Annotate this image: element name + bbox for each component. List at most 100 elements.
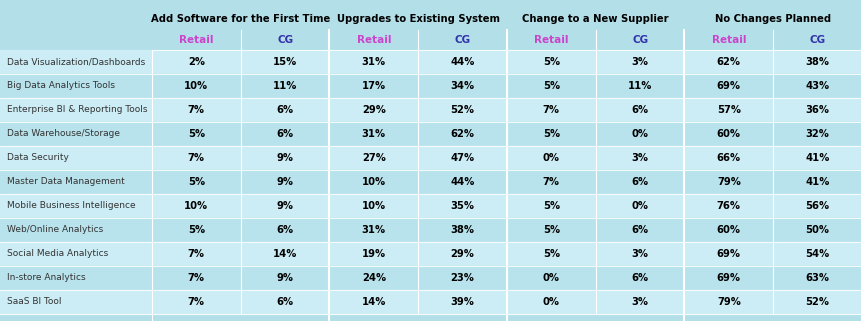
Text: 44%: 44% [450,57,474,67]
Text: Big Data Analytics Tools: Big Data Analytics Tools [7,82,115,91]
Text: CG: CG [276,35,293,45]
Text: 38%: 38% [450,225,474,235]
Text: 62%: 62% [450,129,474,139]
Text: 7%: 7% [188,105,205,115]
Text: No Changes Planned: No Changes Planned [715,14,830,24]
Text: 0%: 0% [542,153,560,163]
Text: In-store Analytics: In-store Analytics [7,273,85,282]
Text: 63%: 63% [805,273,828,283]
Text: 0%: 0% [542,297,560,307]
Text: 9%: 9% [276,201,294,211]
Text: 3%: 3% [631,153,647,163]
Text: 50%: 50% [805,225,828,235]
Text: 79%: 79% [716,177,740,187]
Text: 10%: 10% [362,201,386,211]
Text: 5%: 5% [542,81,560,91]
Bar [0,146,861,170]
Text: 27%: 27% [362,153,386,163]
Text: 7%: 7% [188,249,205,259]
Text: 69%: 69% [716,81,740,91]
Text: 69%: 69% [716,273,740,283]
Text: 7%: 7% [188,297,205,307]
Text: Web/Online Analytics: Web/Online Analytics [7,225,103,235]
Bar [0,122,861,146]
Text: 32%: 32% [805,129,828,139]
Text: CG: CG [454,35,470,45]
Text: 34%: 34% [450,81,474,91]
Text: CG: CG [631,35,647,45]
Text: 3%: 3% [631,249,647,259]
Text: 29%: 29% [362,105,386,115]
Text: 6%: 6% [631,177,648,187]
Text: 36%: 36% [805,105,828,115]
Text: 5%: 5% [188,177,205,187]
Text: 6%: 6% [631,105,648,115]
Bar [0,290,861,314]
Text: 15%: 15% [273,57,297,67]
Text: 6%: 6% [276,225,294,235]
Text: 60%: 60% [716,129,740,139]
Text: 62%: 62% [716,57,740,67]
Text: 5%: 5% [542,57,560,67]
Text: 7%: 7% [188,273,205,283]
Text: 5%: 5% [542,225,560,235]
Bar [0,194,861,218]
Text: 5%: 5% [188,225,205,235]
Text: 31%: 31% [362,129,386,139]
Text: 57%: 57% [716,105,740,115]
Text: 6%: 6% [631,225,648,235]
Text: 17%: 17% [362,81,386,91]
Bar [0,218,861,242]
Bar [0,50,861,74]
Text: 24%: 24% [362,273,386,283]
Text: Add Software for the First Time: Add Software for the First Time [151,14,330,24]
Text: 52%: 52% [805,297,828,307]
Text: 14%: 14% [362,297,386,307]
Text: 31%: 31% [362,225,386,235]
Text: Data Security: Data Security [7,153,69,162]
Text: 79%: 79% [716,297,740,307]
Text: 60%: 60% [716,225,740,235]
Text: Upgrades to Existing System: Upgrades to Existing System [337,14,499,24]
Text: CG: CG [808,35,825,45]
Text: 5%: 5% [542,129,560,139]
Text: 7%: 7% [542,105,560,115]
Text: 14%: 14% [273,249,297,259]
Text: Master Data Management: Master Data Management [7,178,125,187]
Bar [0,74,861,98]
Bar [0,98,861,122]
Bar [0,266,861,290]
Text: 76%: 76% [716,201,740,211]
Text: 44%: 44% [450,177,474,187]
Text: 35%: 35% [450,201,474,211]
Text: 19%: 19% [362,249,386,259]
Text: 10%: 10% [362,177,386,187]
Text: Mobile Business Intelligence: Mobile Business Intelligence [7,202,135,211]
Text: Enterprise BI & Reporting Tools: Enterprise BI & Reporting Tools [7,106,147,115]
Text: 23%: 23% [450,273,474,283]
Text: 7%: 7% [542,177,560,187]
Text: Social Media Analytics: Social Media Analytics [7,249,108,258]
Text: Retail: Retail [711,35,746,45]
Text: 41%: 41% [804,177,829,187]
Text: 6%: 6% [631,273,648,283]
Text: Retail: Retail [356,35,391,45]
Text: 5%: 5% [542,201,560,211]
Text: SaaS BI Tool: SaaS BI Tool [7,298,61,307]
Text: 38%: 38% [805,57,828,67]
Text: 11%: 11% [273,81,297,91]
Text: 3%: 3% [631,297,647,307]
Text: 6%: 6% [276,129,294,139]
Bar [0,242,861,266]
Text: Retail: Retail [179,35,214,45]
Text: 6%: 6% [276,297,294,307]
Text: 66%: 66% [716,153,740,163]
Text: 5%: 5% [542,249,560,259]
Text: 9%: 9% [276,273,294,283]
Text: 52%: 52% [450,105,474,115]
Text: 31%: 31% [362,57,386,67]
Text: 9%: 9% [276,153,294,163]
Text: 2%: 2% [188,57,205,67]
Text: 39%: 39% [450,297,474,307]
Text: 41%: 41% [804,153,829,163]
